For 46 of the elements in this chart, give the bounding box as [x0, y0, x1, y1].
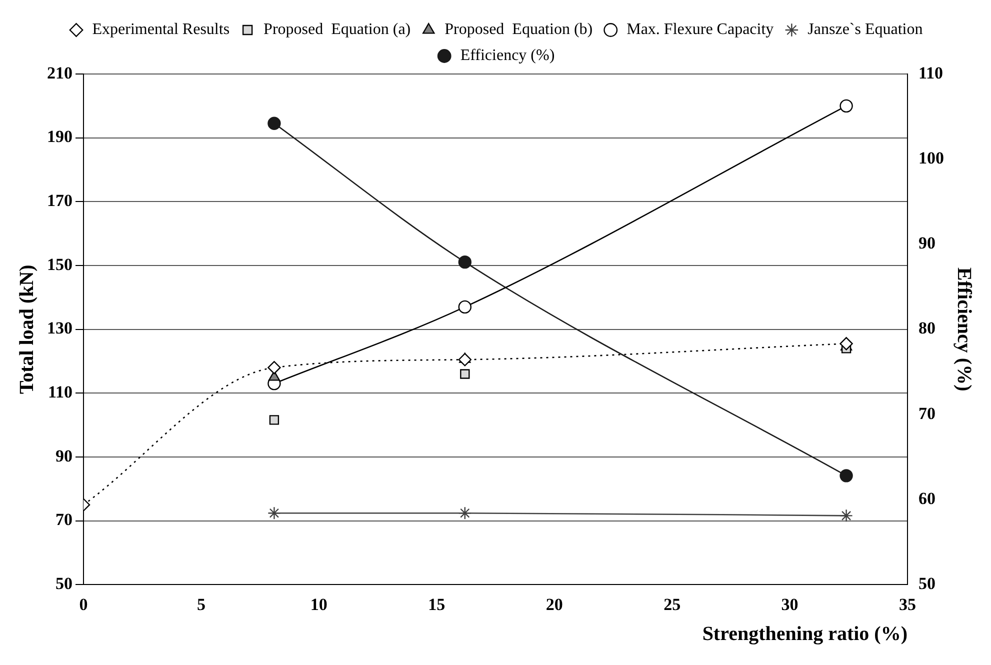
y-tick-label: 150 — [47, 254, 72, 274]
point — [268, 116, 281, 130]
y2-tick-label: 80 — [918, 318, 936, 338]
y2-axis-title: Efficiency (%) — [952, 267, 975, 392]
y-tick-label: 110 — [48, 382, 72, 402]
point — [840, 337, 853, 350]
x-tick-label: 35 — [899, 595, 916, 614]
y-tick-label: 130 — [47, 318, 72, 338]
y-tick-label: 70 — [56, 510, 72, 530]
y2-tick-label: 100 — [918, 148, 944, 168]
x-tick-label: 5 — [196, 595, 206, 614]
y2-tick-label: 60 — [918, 488, 936, 508]
legend-label: Experimental Results — [92, 21, 230, 38]
y-tick-label: 210 — [47, 63, 72, 82]
point — [458, 255, 472, 269]
point — [840, 509, 853, 522]
point — [458, 353, 472, 366]
point — [269, 415, 280, 425]
point — [458, 300, 472, 314]
x-tick-label: 25 — [664, 595, 681, 614]
point — [268, 506, 281, 520]
point — [840, 99, 853, 113]
legend-label: Max. Flexure Capacity — [626, 21, 774, 38]
legend-label: Proposed Equation (a) — [264, 21, 411, 38]
point — [268, 360, 281, 374]
x-axis-title: Strengthening ratio (%) — [702, 623, 908, 646]
y-axis-title: Total load (kN) — [16, 264, 38, 394]
point — [458, 506, 472, 520]
point — [460, 369, 470, 379]
point — [840, 469, 853, 482]
legend-label: Proposed Equation (b) — [444, 21, 593, 38]
y-tick-label: 90 — [56, 446, 72, 466]
x-tick-label: 0 — [79, 595, 88, 614]
legend-label: Efficiency (%) — [460, 47, 555, 64]
x-tick-label: 20 — [546, 595, 563, 614]
y-tick-label: 50 — [56, 574, 72, 593]
y-tick-label: 190 — [47, 127, 72, 146]
y-tick-label: 170 — [47, 191, 72, 210]
x-tick-label: 30 — [781, 595, 798, 614]
y2-tick-label: 50 — [918, 574, 936, 593]
x-tick-label: 15 — [428, 595, 446, 614]
legend-label: Jansze`s Equation — [808, 21, 923, 38]
x-tick-label: 10 — [310, 595, 328, 614]
y2-tick-label: 90 — [918, 234, 936, 253]
y2-tick-label: 70 — [918, 404, 936, 423]
y2-tick-label: 110 — [918, 63, 944, 82]
